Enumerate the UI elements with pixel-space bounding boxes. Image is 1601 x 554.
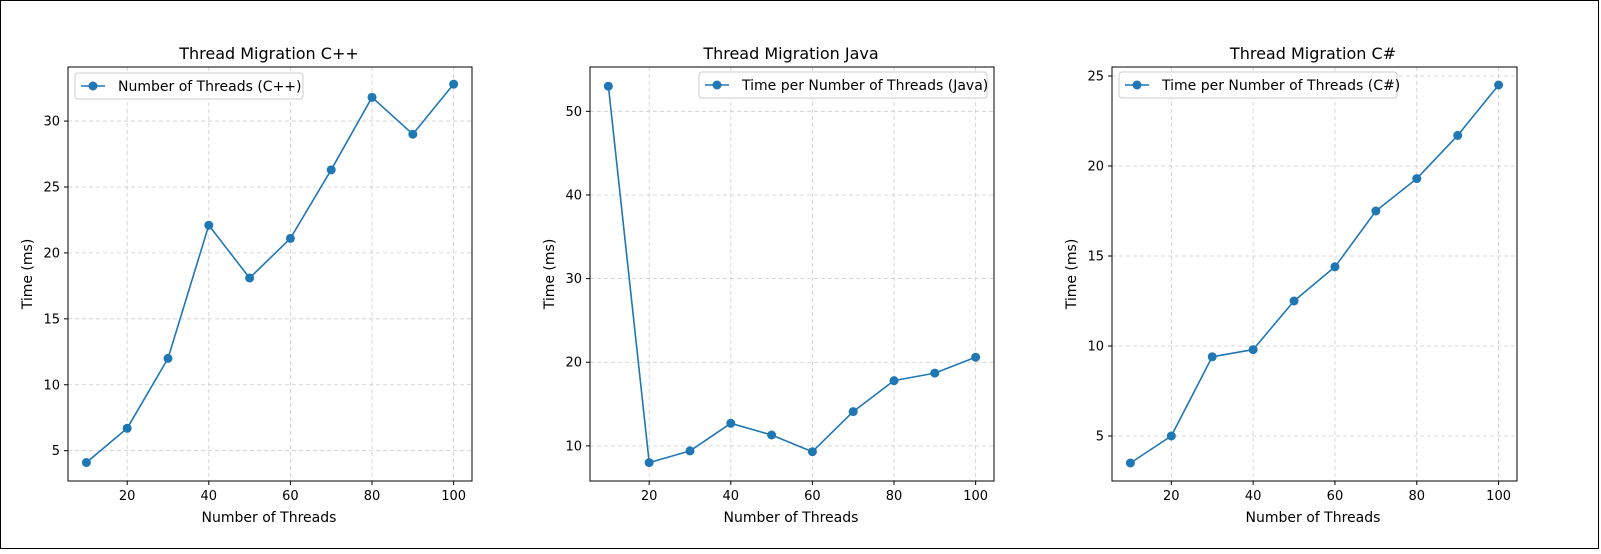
chart-cpp-point [408,129,418,139]
chart-java-legend-marker [712,80,722,90]
chart-java-ytick-label: 40 [565,188,582,203]
chart-cpp-xtick-label: 100 [441,489,466,504]
chart-cpp-point [122,423,132,433]
chart-csharp-xtick-label: 80 [1408,489,1425,504]
chart-csharp-title: Thread Migration C# [1229,44,1396,63]
chart-cpp-legend-marker [88,81,98,91]
chart-java-point [971,352,981,362]
chart-cpp-xtick-label: 80 [364,489,381,504]
chart-cpp-xlabel: Number of Threads [202,510,337,526]
chart-cpp-legend: Number of Threads (C++) [74,72,304,100]
chart-java-point [603,81,613,91]
chart-csharp-point [1125,458,1135,468]
chart-csharp-xtick-label: 60 [1327,489,1344,504]
chart-java-xtick-label: 80 [886,489,903,504]
chart-csharp-xtick-label: 100 [1486,489,1511,504]
chart-csharp-point [1207,352,1217,362]
chart-java-plot: 20 40 60 80 100 10 20 30 40 50 [565,66,995,504]
chart-csharp-ytick-label: 15 [1087,250,1104,265]
chart-cpp-xtick-label: 20 [119,489,136,504]
chart-csharp-axes-frame [1111,66,1518,482]
chart-java-ytick-label: 20 [565,356,582,371]
chart-cpp-legend-box [74,72,304,100]
chart-csharp-xtick-label: 20 [1163,489,1180,504]
chart-cpp-point [367,92,377,102]
chart-csharp-series-line [1129,84,1500,464]
chart-cpp-legend-label: Number of Threads (C++) [118,79,302,95]
chart-cpp-point [204,220,214,230]
chart-cpp-series-line [85,83,455,464]
chart-cpp-ytick-label: 20 [43,246,60,261]
chart-java-legend-box [698,71,988,99]
chart-cpp-ytick-label: 15 [43,312,60,327]
chart-cpp-axes-frame [67,66,473,482]
chart-java-point [889,376,899,386]
chart-csharp-point [1330,262,1340,272]
chart-csharp-ylabel: Time (ms) [1064,239,1080,311]
chart-csharp: Thread Migration C# Number of Threads Ti… [1064,44,1518,526]
chart-csharp-plot: 20 40 60 80 100 5 10 15 20 25 [1087,66,1518,504]
chart-java-series-line [607,86,976,464]
chart-csharp-legend-marker [1132,80,1142,90]
chart-csharp-ytick-label: 10 [1087,340,1104,355]
chart-csharp-ytick-label: 25 [1087,70,1104,85]
chart-java-point [930,368,940,378]
chart-csharp-point [1248,345,1258,355]
chart-java-legend: Time per Number of Threads (Java) [698,71,988,99]
chart-java: Thread Migration Java Number of Threads … [542,44,995,526]
chart-cpp-plot: 20 40 60 80 100 5 10 15 20 25 30 [43,66,473,504]
chart-java-point [726,418,736,428]
chart-cpp-point [81,458,91,468]
chart-java-legend-label: Time per Number of Threads (Java) [741,78,988,94]
chart-cpp-point [245,273,255,283]
chart-cpp-ytick-label: 25 [43,180,60,195]
chart-cpp-point [326,165,336,175]
chart-java-point [644,458,654,468]
chart-java-ytick-label: 30 [565,272,582,287]
chart-csharp-point [1371,206,1381,216]
chart-csharp-legend-box [1118,71,1398,99]
chart-cpp-ylabel: Time (ms) [20,239,36,311]
chart-csharp-xtick-label: 40 [1245,489,1262,504]
chart-cpp-title: Thread Migration C++ [178,44,359,63]
chart-csharp-point [1494,80,1504,90]
chart-java-ylabel: Time (ms) [542,239,558,311]
chart-csharp-ytick-label: 20 [1087,160,1104,175]
chart-csharp-legend: Time per Number of Threads (C#) [1118,71,1400,99]
chart-csharp-point [1453,130,1463,140]
chart-java-ytick-label: 10 [565,439,582,454]
chart-java-point [807,447,817,457]
chart-cpp-ytick-label: 10 [43,378,60,393]
chart-csharp-point [1289,296,1299,306]
chart-java-xtick-label: 60 [804,489,821,504]
chart-cpp-ytick-label: 5 [52,444,60,459]
chart-cpp-point [163,353,173,363]
chart-csharp-ytick-label: 5 [1096,430,1104,445]
chart-java-point [767,430,777,440]
chart-csharp-point [1166,431,1176,441]
chart-java-xtick-label: 100 [963,489,988,504]
chart-cpp-point [285,233,295,243]
chart-cpp-point [449,79,459,89]
chart-java-xtick-label: 40 [723,489,740,504]
chart-cpp-xtick-label: 40 [201,489,218,504]
chart-java-point [848,407,858,417]
chart-java-xtick-label: 20 [641,489,658,504]
chart-java-axes-frame [589,66,995,482]
chart-java-xlabel: Number of Threads [724,510,859,526]
chart-java-ytick-label: 50 [565,105,582,120]
chart-csharp-xlabel: Number of Threads [1246,510,1381,526]
chart-cpp: Thread Migration C++ Number of Threads T… [20,44,473,526]
chart-csharp-legend-label: Time per Number of Threads (C#) [1161,78,1400,94]
chart-java-title: Thread Migration Java [702,44,878,63]
chart-java-point [685,446,695,456]
chart-csharp-point [1412,174,1422,184]
chart-cpp-xtick-label: 60 [282,489,299,504]
chart-cpp-ytick-label: 30 [43,115,60,130]
